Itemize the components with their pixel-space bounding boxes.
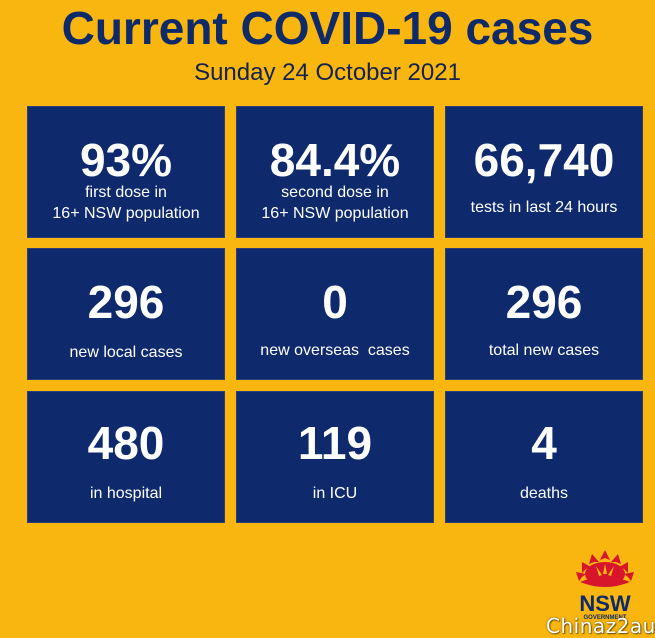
waratah-flower-icon: NSW GOVERNMENT <box>576 550 634 621</box>
stat-label: in ICU <box>312 485 358 502</box>
svg-text:GOVERNMENT: GOVERNMENT <box>583 615 626 621</box>
stat-label: first dose in <box>85 184 167 201</box>
stat-label: new overseas cases <box>260 342 410 359</box>
stat-value: 480 <box>87 417 165 469</box>
stat-tile-total-cases: 296 total new cases <box>445 248 643 380</box>
stat-value: 4 <box>531 417 557 469</box>
stat-value: 66,740 <box>473 134 615 186</box>
stat-label: tests in last 24 hours <box>470 199 618 216</box>
stat-tile-tests: 66,740 tests in last 24 hours <box>445 106 643 238</box>
stat-value: 296 <box>505 276 583 328</box>
watermark-text: Chinaz2au <box>546 614 655 638</box>
stat-tile-deaths: 4 deaths <box>445 391 643 523</box>
page-title: Current COVID-19 cases <box>61 2 594 54</box>
stat-label: deaths <box>519 485 569 502</box>
stat-value: 119 <box>297 417 373 469</box>
stat-value: 84.4% <box>269 134 401 186</box>
stat-tile-overseas-cases: 0 new overseas cases <box>236 248 434 380</box>
stat-label: in hospital <box>89 485 163 502</box>
svg-text:NSW: NSW <box>579 591 631 616</box>
stat-label: total new cases <box>488 342 600 359</box>
stat-label: new local cases <box>69 344 183 361</box>
stat-value: 93% <box>79 134 173 186</box>
stat-value: 296 <box>87 276 165 328</box>
stat-tile-hospital: 480 in hospital <box>27 391 225 523</box>
stat-tile-second-dose: 84.4% second dose in 16+ NSW population <box>236 106 434 238</box>
stat-value: 0 <box>322 276 348 328</box>
stat-label: second dose in <box>281 184 389 201</box>
nsw-government-logo: NSW GOVERNMENT <box>570 546 640 626</box>
stat-label: 16+ NSW population <box>52 205 200 222</box>
stat-label: 16+ NSW population <box>261 205 409 222</box>
stat-tile-local-cases: 296 new local cases <box>27 248 225 380</box>
report-date: Sunday 24 October 2021 <box>194 59 461 86</box>
stat-tile-icu: 119 in ICU <box>236 391 434 523</box>
stat-tile-first-dose: 93% first dose in 16+ NSW population <box>27 106 225 238</box>
